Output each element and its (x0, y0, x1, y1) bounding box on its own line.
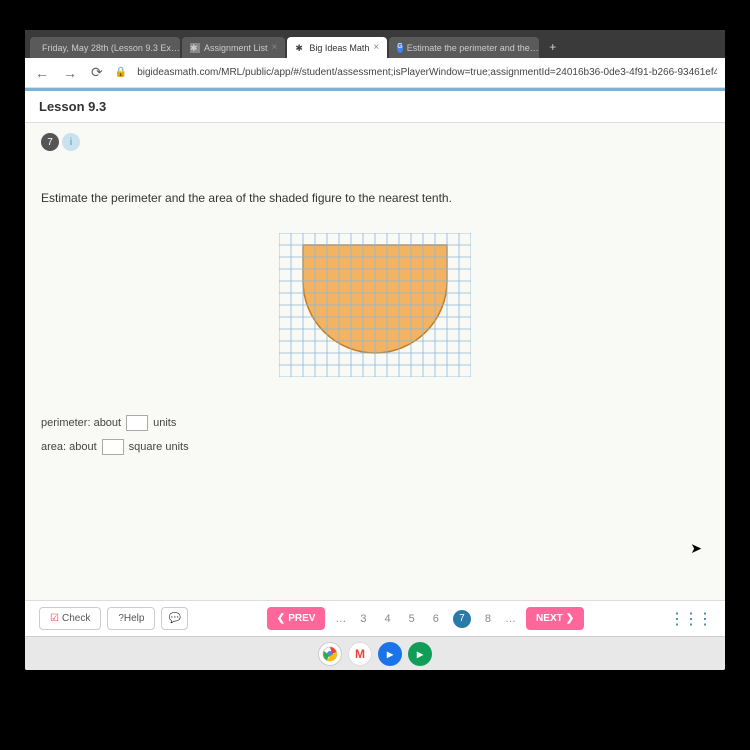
back-button[interactable]: ← (33, 65, 51, 81)
chevron-right-icon: ❯ (566, 613, 574, 624)
forward-button[interactable]: → (61, 65, 79, 81)
shaded-figure-grid (279, 233, 471, 377)
browser-tab[interactable]: ✱ Assignment List × (182, 37, 285, 58)
url-bar: ← → ⟳ 🔒 bigideasmath.com/MRL/public/app/… (25, 58, 725, 88)
info-tab[interactable]: i (62, 133, 80, 151)
favicon: ✱ (295, 43, 305, 53)
apps-grid-icon[interactable]: ⋮⋮⋮ (663, 609, 711, 629)
tab-label: Assignment List (204, 43, 268, 53)
page-number[interactable]: 4 (381, 611, 395, 627)
screen: Friday, May 28th (Lesson 9.3 Ex… × ✱ Ass… (25, 30, 725, 670)
perimeter-input[interactable] (126, 415, 148, 431)
lesson-title: Lesson 9.3 (39, 99, 106, 114)
next-button[interactable]: NEXT ❯ (526, 607, 584, 630)
answers-section: perimeter: about units area: about squar… (41, 407, 709, 463)
content-area: 7 i Estimate the perimeter and the area … (25, 123, 725, 600)
tab-label: Friday, May 28th (Lesson 9.3 Ex… (42, 43, 180, 53)
gmail-icon[interactable]: M (348, 642, 372, 666)
reload-button[interactable]: ⟳ (89, 64, 105, 81)
tab-label: Estimate the perimeter and the… (407, 43, 539, 53)
area-label: area: about (41, 441, 97, 453)
page-number[interactable]: 8 (481, 611, 495, 627)
favicon: G (397, 43, 402, 53)
check-icon: ☑ (50, 613, 59, 624)
help-button[interactable]: ?Help (107, 607, 155, 630)
laptop-frame: Friday, May 28th (Lesson 9.3 Ex… × ✱ Ass… (0, 0, 750, 750)
new-tab-button[interactable]: + (541, 36, 564, 58)
tab-label: Big Ideas Math (309, 43, 369, 53)
area-input[interactable] (102, 439, 124, 455)
favicon: ✱ (190, 43, 200, 53)
mouse-cursor: ➤ (690, 540, 702, 557)
perimeter-row: perimeter: about units (41, 415, 709, 431)
browser-tab-bar: Friday, May 28th (Lesson 9.3 Ex… × ✱ Ass… (25, 30, 725, 58)
bottom-toolbar: ☑ Check ?Help 💬 ❮ PREV … 3 4 5 6 7 8 (25, 600, 725, 636)
area-row: area: about square units (41, 439, 709, 455)
os-taskbar: M ▸ ▸ (25, 636, 725, 670)
check-button[interactable]: ☑ Check (39, 607, 101, 630)
url-text[interactable]: bigideasmath.com/MRL/public/app/#/studen… (137, 67, 717, 78)
chrome-icon[interactable] (318, 642, 342, 666)
question-tab[interactable]: 7 (41, 133, 59, 151)
question-text: Estimate the perimeter and the area of t… (41, 191, 709, 205)
figure-area (41, 233, 709, 377)
browser-tab[interactable]: Friday, May 28th (Lesson 9.3 Ex… × (30, 37, 180, 58)
page-number[interactable]: 5 (405, 611, 419, 627)
browser-tab-active[interactable]: ✱ Big Ideas Math × (287, 37, 387, 58)
perimeter-unit: units (153, 417, 176, 429)
browser-tab[interactable]: G Estimate the perimeter and the… × (389, 37, 539, 58)
pager: ❮ PREV … 3 4 5 6 7 8 … NEXT ❯ (267, 607, 584, 630)
lesson-header: Lesson 9.3 (25, 88, 725, 123)
app-icon[interactable]: ▸ (408, 642, 432, 666)
close-icon[interactable]: × (272, 42, 278, 53)
page-number-active[interactable]: 7 (453, 610, 471, 628)
chat-icon: 💬 (168, 613, 180, 624)
page-number[interactable]: 6 (429, 611, 443, 627)
app-icon[interactable]: ▸ (378, 642, 402, 666)
perimeter-label: perimeter: about (41, 417, 121, 429)
question-sub-tabs: 7 i (41, 133, 709, 151)
chevron-left-icon: ❮ (277, 613, 285, 624)
chat-button[interactable]: 💬 (161, 607, 187, 630)
close-icon[interactable]: × (373, 42, 379, 53)
ellipsis: … (335, 613, 346, 625)
ellipsis: … (505, 613, 516, 625)
prev-button[interactable]: ❮ PREV (267, 607, 326, 630)
lock-icon: 🔒 (115, 67, 127, 78)
area-unit: square units (129, 441, 189, 453)
page-number[interactable]: 3 (356, 611, 370, 627)
